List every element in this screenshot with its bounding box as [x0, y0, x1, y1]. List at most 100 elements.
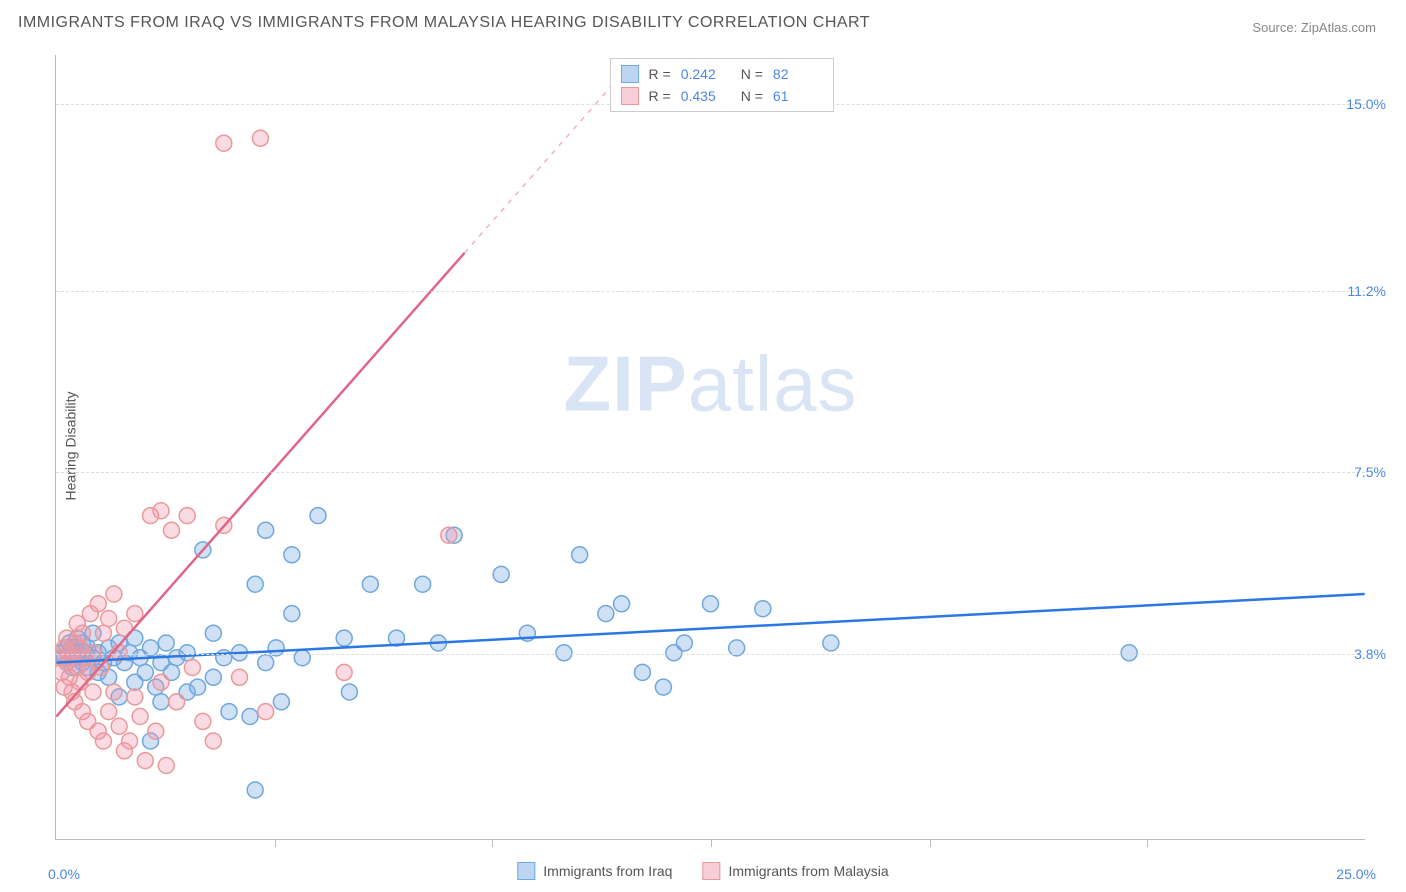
data-point: [101, 704, 117, 720]
grid-line: [56, 472, 1365, 473]
data-point: [655, 679, 671, 695]
legend-item: Immigrants from Malaysia: [702, 862, 888, 880]
y-tick-label: 15.0%: [1346, 96, 1386, 112]
r-value: 0.242: [681, 66, 731, 82]
source-label: Source:: [1252, 20, 1297, 35]
data-point: [614, 596, 630, 612]
data-point: [703, 596, 719, 612]
data-point: [284, 606, 300, 622]
r-label: R =: [649, 88, 671, 104]
data-point: [90, 596, 106, 612]
x-axis-min: 0.0%: [48, 866, 80, 882]
data-point: [336, 630, 352, 646]
legend-swatch: [621, 65, 639, 83]
data-point: [216, 650, 232, 666]
data-point: [247, 576, 263, 592]
legend-label: Immigrants from Malaysia: [728, 863, 888, 879]
plot-area: ZIPatlas R =0.242N =82R =0.435N =61: [55, 55, 1365, 840]
n-value: 82: [773, 66, 823, 82]
grid-line: [56, 291, 1365, 292]
r-label: R =: [649, 66, 671, 82]
data-point: [493, 566, 509, 582]
data-point: [336, 664, 352, 680]
grid-line: [56, 654, 1365, 655]
y-tick-label: 7.5%: [1354, 464, 1386, 480]
data-point: [184, 660, 200, 676]
n-value: 61: [773, 88, 823, 104]
correlation-legend-row: R = 0.242 N = 82: [621, 63, 823, 85]
chart-svg: [56, 55, 1365, 839]
data-point: [598, 606, 614, 622]
data-point: [258, 655, 274, 671]
x-axis-max: 25.0%: [1336, 866, 1376, 882]
data-point: [216, 135, 232, 151]
data-point: [634, 664, 650, 680]
data-point: [823, 635, 839, 651]
data-point: [101, 611, 117, 627]
data-point: [676, 635, 692, 651]
x-tick: [930, 839, 931, 847]
data-point: [232, 669, 248, 685]
correlation-legend: R = 0.242 N = 82 R = 0.435 N = 61: [610, 58, 834, 112]
data-point: [158, 758, 174, 774]
data-point: [441, 527, 457, 543]
data-point: [190, 679, 206, 695]
legend-label: Immigrants from Iraq: [543, 863, 672, 879]
x-tick: [711, 839, 712, 847]
data-point: [75, 625, 91, 641]
legend-item: Immigrants from Iraq: [517, 862, 672, 880]
data-point: [132, 709, 148, 725]
data-point: [163, 522, 179, 538]
trend-line: [56, 253, 464, 717]
y-tick-label: 11.2%: [1347, 283, 1386, 299]
data-point: [205, 669, 221, 685]
correlation-legend-row: R = 0.435 N = 61: [621, 85, 823, 107]
data-point: [252, 130, 268, 146]
data-point: [247, 782, 263, 798]
data-point: [294, 650, 310, 666]
data-point: [755, 601, 771, 617]
y-tick-label: 3.8%: [1354, 646, 1386, 662]
data-point: [258, 704, 274, 720]
x-tick: [275, 839, 276, 847]
source-attribution: Source: ZipAtlas.com: [1252, 20, 1376, 35]
data-point: [205, 625, 221, 641]
data-point: [148, 723, 164, 739]
data-point: [169, 694, 185, 710]
data-point: [341, 684, 357, 700]
legend-swatch: [621, 87, 639, 105]
data-point: [122, 733, 138, 749]
data-point: [137, 664, 153, 680]
data-point: [153, 694, 169, 710]
source-link[interactable]: ZipAtlas.com: [1301, 20, 1376, 35]
data-point: [153, 674, 169, 690]
data-point: [284, 547, 300, 563]
data-point: [221, 704, 237, 720]
data-point: [127, 689, 143, 705]
data-point: [95, 625, 111, 641]
data-point: [310, 508, 326, 524]
data-point: [362, 576, 378, 592]
data-point: [205, 733, 221, 749]
legend-swatch: [702, 862, 720, 880]
n-label: N =: [741, 66, 763, 82]
data-point: [106, 684, 122, 700]
r-value: 0.435: [681, 88, 731, 104]
series-legend: Immigrants from Iraq Immigrants from Mala…: [517, 862, 888, 880]
x-tick: [492, 839, 493, 847]
data-point: [106, 586, 122, 602]
data-point: [137, 753, 153, 769]
data-point: [415, 576, 431, 592]
chart-title: IMMIGRANTS FROM IRAQ VS IMMIGRANTS FROM …: [18, 14, 870, 32]
data-point: [153, 503, 169, 519]
data-point: [95, 733, 111, 749]
data-point: [258, 522, 274, 538]
data-point: [111, 718, 127, 734]
trend-line-dashed: [465, 75, 622, 253]
data-point: [273, 694, 289, 710]
data-point: [195, 713, 211, 729]
n-label: N =: [741, 88, 763, 104]
legend-swatch: [517, 862, 535, 880]
data-point: [158, 635, 174, 651]
data-point: [85, 684, 101, 700]
